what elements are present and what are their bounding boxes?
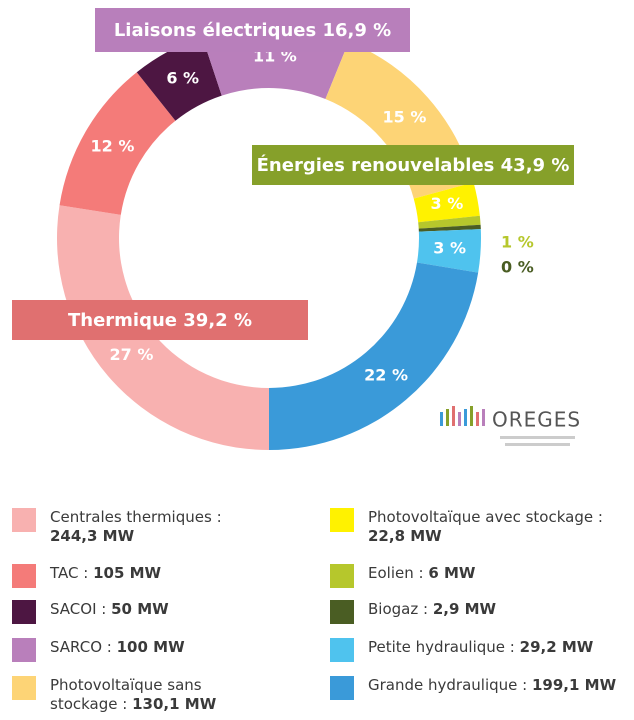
legend-text: Grande hydraulique : 199,1 MW bbox=[368, 676, 634, 695]
donut-slice bbox=[418, 215, 481, 229]
legend-label: Petite hydraulique : bbox=[368, 638, 515, 656]
legend-item: SARCO : 100 MW bbox=[12, 638, 260, 662]
donut-slice bbox=[136, 36, 222, 121]
logo-text: OREGES bbox=[492, 408, 581, 432]
slice-label: 0 % bbox=[501, 258, 534, 277]
legend-item: Grande hydraulique : 199,1 MW bbox=[330, 676, 634, 700]
slice-label: 12 % bbox=[91, 137, 135, 156]
group-label-box bbox=[12, 300, 308, 340]
slice-label: 1 % bbox=[501, 233, 534, 252]
legend-value: 29,2 MW bbox=[519, 638, 594, 656]
legend-label: Biogaz : bbox=[368, 600, 429, 618]
slice-label: 15 % bbox=[382, 107, 426, 126]
legend-item: SACOI : 50 MW bbox=[12, 600, 260, 624]
slice-label: 6 % bbox=[166, 68, 199, 87]
legend-text: Photovoltaïque avec stockage : 22,8 MW bbox=[368, 508, 634, 546]
legend-value: 100 MW bbox=[116, 638, 185, 656]
legend-label: SARCO : bbox=[50, 638, 112, 656]
slice-label: 22 % bbox=[364, 366, 408, 385]
legend-text: Biogaz : 2,9 MW bbox=[368, 600, 634, 619]
legend-label: SACOI : bbox=[50, 600, 107, 618]
donut-slice bbox=[416, 229, 481, 273]
legend-item: Photovoltaïque avec stockage : 22,8 MW bbox=[330, 508, 634, 546]
legend-label: TAC : bbox=[50, 564, 89, 582]
legend-value: 199,1 MW bbox=[531, 676, 617, 694]
legend-swatch bbox=[330, 638, 354, 662]
legend-text: Photovoltaïque sans stockage : 130,1 MW bbox=[50, 676, 260, 714]
legend-swatch bbox=[12, 676, 36, 700]
donut-slice bbox=[57, 205, 269, 450]
legend-item: Centrales thermiques : 244,3 MW bbox=[12, 508, 260, 546]
legend-value: 244,3 MW bbox=[50, 527, 135, 545]
legend-item: TAC : 105 MW bbox=[12, 564, 260, 588]
logo-bar bbox=[452, 406, 455, 426]
legend-value: 130,1 MW bbox=[132, 695, 217, 713]
legend-text: SACOI : 50 MW bbox=[50, 600, 260, 619]
logo-bar bbox=[440, 412, 443, 426]
legend-swatch bbox=[330, 600, 354, 624]
logo-bar bbox=[476, 412, 479, 426]
legend-value: 50 MW bbox=[111, 600, 169, 618]
legend-item: Photovoltaïque sans stockage : 130,1 MW bbox=[12, 676, 260, 714]
group-label: Énergies renouvelables 43,9 % bbox=[257, 154, 570, 176]
legend-swatch bbox=[12, 508, 36, 532]
group-label: Liaisons électriques 16,9 % bbox=[114, 20, 391, 41]
legend-label: Grande hydraulique : bbox=[368, 676, 528, 694]
legend-swatch bbox=[12, 600, 36, 624]
legend-text: Eolien : 6 MW bbox=[368, 564, 634, 583]
legend-item: Eolien : 6 MW bbox=[330, 564, 634, 588]
slice-label: 3 % bbox=[431, 194, 464, 213]
legend-swatch bbox=[330, 676, 354, 700]
legend-swatch bbox=[330, 564, 354, 588]
slice-label: 3 % bbox=[433, 239, 466, 258]
legend-text: Petite hydraulique : 29,2 MW bbox=[368, 638, 634, 657]
legend-value: 2,9 MW bbox=[432, 600, 497, 618]
donut-slice bbox=[413, 182, 480, 223]
legend-item: Biogaz : 2,9 MW bbox=[330, 600, 634, 624]
logo-subtext bbox=[500, 436, 575, 439]
legend-swatch bbox=[12, 638, 36, 662]
legend-value: 22,8 MW bbox=[368, 527, 442, 545]
donut-slice bbox=[418, 224, 481, 232]
logo-subtext bbox=[505, 443, 570, 446]
legend-swatch bbox=[330, 508, 354, 532]
group-label-box bbox=[95, 8, 410, 52]
donut-slice bbox=[59, 72, 176, 215]
donut-slice bbox=[269, 262, 479, 450]
legend-swatch bbox=[12, 564, 36, 588]
logo: OREGES bbox=[440, 406, 581, 446]
legend-text: Centrales thermiques : 244,3 MW bbox=[50, 508, 260, 546]
legend-label: Photovoltaïque avec stockage : bbox=[368, 508, 603, 526]
logo-bar bbox=[470, 406, 473, 426]
logo-bar bbox=[482, 409, 485, 426]
logo-bar bbox=[458, 412, 461, 426]
group-label: Thermique 39,2 % bbox=[68, 310, 252, 331]
legend-label: Eolien : bbox=[368, 564, 424, 582]
legend-label: Centrales thermiques : bbox=[50, 508, 222, 526]
logo-bar bbox=[446, 409, 449, 426]
logo-bar bbox=[464, 409, 467, 426]
legend-label: Photovoltaïque sans stockage : bbox=[50, 676, 202, 713]
slice-label: 27 % bbox=[110, 345, 154, 364]
legend-value: 105 MW bbox=[93, 564, 162, 582]
legend-text: SARCO : 100 MW bbox=[50, 638, 260, 657]
chart: 27 %12 %6 %11 %15 %3 %1 %0 %3 %22 %Liais… bbox=[12, 8, 581, 450]
group-label-box bbox=[252, 145, 574, 185]
legend-value: 6 MW bbox=[428, 564, 476, 582]
legend-item: Petite hydraulique : 29,2 MW bbox=[330, 638, 634, 662]
legend-text: TAC : 105 MW bbox=[50, 564, 260, 583]
